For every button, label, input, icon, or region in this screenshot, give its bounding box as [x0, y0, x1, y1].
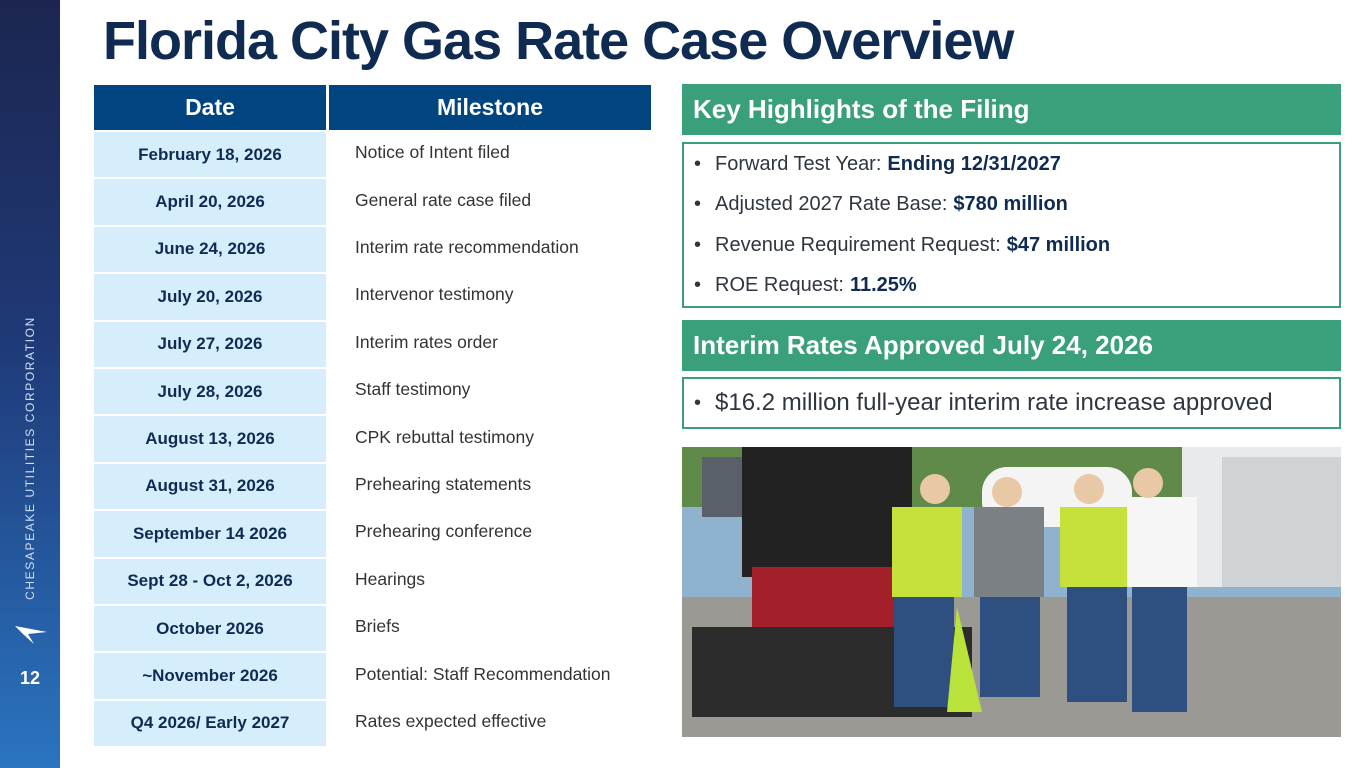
- bullet-value: 11.25%: [849, 274, 917, 296]
- bullet-item: • Revenue Requirement Request: $47 million: [684, 232, 1110, 258]
- bullet-label: Adjusted 2027 Rate Base:: [715, 193, 948, 215]
- bullet-label: ROE Request:: [715, 274, 844, 296]
- date-cell: July 27, 2026: [94, 321, 326, 367]
- milestone-cell: Notice of Intent filed: [355, 142, 510, 163]
- bullet: •: [694, 274, 702, 296]
- date-cell: April 20, 2026: [94, 179, 326, 225]
- date-cell: Q4 2026/ Early 2027: [94, 700, 326, 747]
- photo: [682, 447, 1341, 737]
- date-cell: June 24, 2026: [94, 226, 326, 273]
- milestone-cell: Staff testimony: [355, 379, 471, 400]
- date-cell: October 2026: [94, 606, 326, 652]
- milestone-cell: Intervenor testimony: [355, 284, 514, 305]
- date-cell: ~November 2026: [94, 653, 326, 699]
- bullet-value: $47 million: [1006, 233, 1111, 256]
- date-cell: August 31, 2026: [94, 463, 326, 510]
- interim-box: • $16.2 million full-year interim rate in…: [682, 377, 1341, 429]
- bullet-item: • ROE Request: 11.25%: [684, 273, 917, 299]
- date-cell: July 28, 2026: [94, 369, 326, 415]
- date-cell: February 18, 2026: [94, 132, 326, 178]
- milestone-cell: Rates expected effective: [355, 710, 547, 731]
- title: Florida City Gas Rate Case Overview: [103, 11, 1014, 71]
- bullet-value: $780 million: [953, 193, 1068, 215]
- sidebar: CHESAPEAKE UTILITIES CORPORATION 12: [0, 0, 60, 768]
- milestone-cell: Interim rate recommendation: [355, 236, 579, 257]
- milestone-cell: Prehearing statements: [355, 473, 532, 494]
- bullet: •: [694, 391, 702, 414]
- milestone-cell: Potential: Staff Recommendation: [355, 663, 611, 684]
- milestone-cell: Briefs: [355, 616, 400, 637]
- table-header: Milestone: [329, 85, 651, 130]
- section-header: Key Highlights of the Filing: [682, 84, 1341, 135]
- highlights-box: • Forward Test Year: Ending 12/31/2027 • Adj…: [682, 142, 1341, 308]
- date-cell: July 20, 2026: [94, 274, 326, 320]
- bullet-value: Ending 12/31/2027: [887, 152, 1061, 175]
- bullet-text: $16.2 million full-year interim rate inc…: [715, 389, 1273, 416]
- page-number: 12: [19, 668, 41, 688]
- bullet-item: • $16.2 million full-year interim rate in…: [684, 388, 1273, 418]
- milestone-cell: Prehearing conference: [355, 521, 533, 542]
- date-cell: September 14 2026: [94, 511, 326, 557]
- table-header: Date: [94, 85, 326, 130]
- milestone-cell: CPK rebuttal testimony: [355, 426, 534, 447]
- bullet-item: • Adjusted 2027 Rate Base: $780 million: [684, 192, 1068, 218]
- bullet-label: Forward Test Year:: [715, 152, 882, 175]
- section-header: Interim Rates Approved July 24, 2026: [682, 320, 1341, 371]
- date-cell: August 13, 2026: [94, 416, 326, 462]
- bullet: •: [694, 193, 702, 215]
- bullet: •: [694, 233, 702, 256]
- bullet: •: [694, 152, 702, 175]
- date-cell: Sept 28 - Oct 2, 2026: [94, 558, 326, 604]
- milestone-cell: Interim rates order: [355, 331, 498, 352]
- bullet-item: • Forward Test Year: Ending 12/31/2027: [684, 151, 1061, 177]
- logo: [15, 626, 47, 644]
- milestone-cell: Hearings: [355, 568, 426, 589]
- company-name: CHESAPEAKE UTILITIES CORPORATION: [23, 316, 37, 600]
- bullet-label: Revenue Requirement Request:: [715, 233, 1001, 256]
- milestone-cell: General rate case filed: [355, 189, 532, 210]
